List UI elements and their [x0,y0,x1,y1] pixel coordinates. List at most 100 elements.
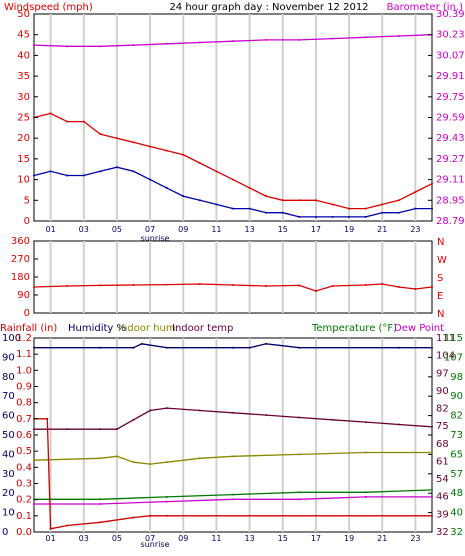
legend-indoor-temp: Indoor temp [172,323,233,334]
temperature-x-tick-label: 21 [377,534,387,543]
rainfall-data-point [165,514,168,517]
humidity-data-point [431,346,433,349]
humidity-tick-label: 10 [2,508,15,519]
wind-x-tick-label: 07 [145,225,155,234]
rainfall-data-point [99,521,102,524]
wind-data-point [397,211,400,214]
wind-x-tick-label: 05 [112,225,122,234]
windspeed-tick-label: 30 [17,92,30,103]
humidity-tick-label: 60 [2,411,15,422]
temperature-tick-label: 40 [450,508,463,519]
indoor_temp-data-point [165,407,168,410]
indoor-temp-tick-label: 68 [436,439,449,450]
direction-data-point [397,286,400,288]
legend-dew-point: Dew Point [394,323,444,334]
wind-x-tick-label: 11 [211,225,221,234]
direction-panel-frame [33,240,433,314]
temperature-x-tick-label: 11 [211,534,221,543]
indoor-temp-tick-label: 46 [436,492,449,503]
wind-data-point [364,215,367,218]
gust-data-point [314,199,317,202]
wind-data-point [431,207,433,210]
indoor_temp-data-point [115,428,118,431]
gust-data-point [149,145,152,148]
gust-data-point [348,207,351,210]
sunrise-label-bottom: sunrise [141,540,170,549]
wind-data-point [232,207,234,210]
temperature-x-tick-label: 09 [178,534,188,543]
gust-data-point [215,170,218,173]
indoor_temp-data-point [298,416,301,419]
indoor-temp-tick-label: 90 [436,386,449,397]
temperature-panel-frame [33,337,433,533]
direction-data-point [381,283,384,285]
temperature-x-tick-label: 17 [311,534,321,543]
humidity-data-point [397,346,400,349]
temperature-x-tick-label: 03 [79,534,89,543]
direction-data-point [414,288,417,290]
legend-temperature: Temperature (°F) [311,323,397,334]
dew_point-data-point [99,502,102,505]
wind-data-point [265,211,268,214]
dew_point-data-point [364,495,367,498]
windspeed-tick-label: 45 [17,30,30,41]
indoor_hum-data-point [99,457,102,460]
wind-x-tick-label: 21 [377,225,387,234]
windspeed-tick-label: 10 [17,175,30,186]
gust-data-point [281,199,284,202]
gust-data-point [232,178,234,181]
barometer-tick-label: 29.59 [436,113,465,124]
indoor_hum-data-point [298,453,301,456]
gust-data-point [397,199,400,202]
legend-indoor-hum: Indoor hum [118,323,176,334]
gust-data-point [431,182,433,185]
direction-panel-grid [49,241,417,313]
temperature-x-tick-label: 07 [145,534,155,543]
indoor-temp-tick-label: 104 [436,351,455,362]
wind-x-tick-label: 23 [410,225,420,234]
wind-data-point [348,215,351,218]
barometer-data-point [364,36,367,39]
wind-data-point [33,174,35,177]
rainfall-data-point [132,516,135,519]
indoor-temp-tick-label: 82 [436,404,449,415]
rainfall-data-point [49,527,52,530]
wind-data-point [215,203,218,206]
temperature-x-tick-label: 01 [45,534,55,543]
compass-label: N [437,309,444,320]
indoor_temp-data-point [431,425,433,428]
temperature-tick-label: 48 [450,488,463,499]
temperature-x-tick-label: 23 [410,534,420,543]
temperature-tick-label: 82 [450,411,463,422]
barometer-tick-label: 29.91 [436,71,465,82]
humidity-tick-label: 70 [2,391,15,402]
wind-x-tick-label: 15 [278,225,288,234]
indoor_temp-data-point [232,411,234,414]
humidity-data-point [140,342,143,345]
humidity-data-point [132,346,135,349]
rain-tick-label: 0.4 [16,462,32,473]
temperature-humidity-panel: 01020304050607080901000.00.10.20.30.40.5… [0,323,463,549]
temperature-tick-label: 32 [450,527,463,538]
rain-tick-label: 0.6 [16,430,32,441]
gust-data-point [381,203,384,206]
indoor_hum-data-point [33,459,35,462]
gust-data-point [182,153,185,156]
wind-barometer-panel: 0510152025303540455028.7928.9529.1129.27… [4,2,465,243]
wind-data-point [49,170,52,173]
gust-data-point [115,137,118,140]
temperature-tick-label: 98 [450,372,463,383]
indoor_hum-data-point [198,457,201,460]
wind-data-point [381,211,384,214]
dew_point-data-point [298,498,301,501]
wind-data-point [314,215,317,218]
temperature-x-tick-label: 15 [278,534,288,543]
barometer-tick-label: 29.27 [436,154,465,165]
barometer-tick-label: 30.23 [436,30,465,41]
indoor-temp-tick-label: 61 [436,456,449,467]
barometer-data-point [99,45,102,48]
humidity-tick-label: 80 [2,372,15,383]
humidity-tick-label: 90 [2,352,15,363]
barometer-tick-label: 29.75 [436,92,465,103]
